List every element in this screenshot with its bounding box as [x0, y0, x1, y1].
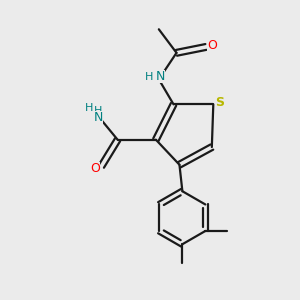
Text: O: O [91, 162, 100, 175]
Text: O: O [208, 39, 218, 52]
Text: N: N [156, 70, 165, 83]
Text: H: H [94, 106, 103, 116]
Text: N: N [94, 110, 103, 124]
Text: S: S [215, 96, 224, 110]
Text: H: H [145, 72, 154, 82]
Text: H: H [85, 103, 93, 113]
